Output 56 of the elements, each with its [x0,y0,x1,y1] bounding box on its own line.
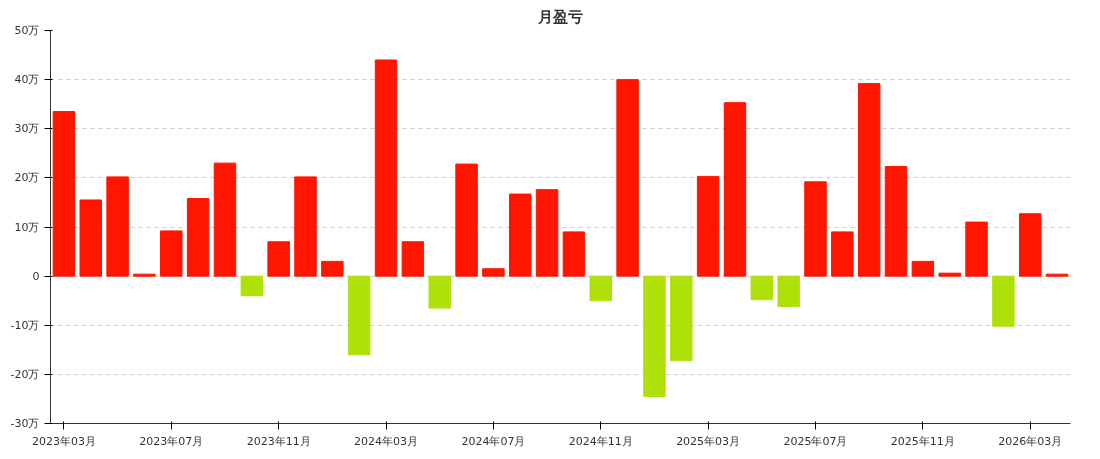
bar [509,193,532,277]
x-tick-label: 2025年11月 [890,434,955,448]
bar [240,275,264,297]
bar [911,260,935,277]
bar [723,102,747,277]
bar [428,275,451,309]
x-tick-label: 2024年07月 [461,434,526,448]
bar [535,189,559,277]
bar [160,230,183,277]
x-tick-label: 2023年03月 [31,434,96,448]
bar [804,181,827,277]
bar [777,275,800,308]
bar [1019,213,1042,277]
x-tick-label: 2025年07月 [783,434,848,448]
x-tick-label: 2024年11月 [568,434,633,448]
bar [616,79,639,277]
y-tick-label: -30万 [10,417,40,430]
bar [696,175,720,277]
x-tick-label: 2026年03月 [998,434,1063,448]
bar [52,111,76,277]
y-tick-label: -10万 [10,318,40,332]
y-tick-label: 0 [32,269,40,283]
y-tick-label: 50万 [14,24,40,37]
chart-title: 月盈亏 [537,7,583,26]
bar [347,275,371,356]
bar [938,272,961,277]
bar [562,231,586,277]
bar [992,275,1015,327]
bar [750,275,774,301]
bar [213,162,237,277]
bar [965,221,988,277]
y-tick-label: -20万 [10,367,40,381]
bar [401,241,425,277]
bar [186,198,210,277]
bar [884,166,908,277]
x-tick-label: 2025年03月 [676,434,741,448]
y-tick-label: 20万 [14,171,40,185]
bar [79,199,102,277]
bar [294,176,317,277]
x-tick-label: 2023年11月 [246,434,311,448]
y-tick-label: 10万 [14,220,40,234]
x-tick-label: 2023年07月 [139,434,204,448]
bar [267,241,290,277]
bar [106,176,129,277]
bar [455,163,478,277]
bar [643,275,666,397]
bar [831,231,854,277]
bar [374,59,398,277]
bar [670,275,693,362]
bar [857,83,881,277]
y-tick-label: 30万 [14,122,40,136]
bar [321,260,344,277]
bar [589,275,612,302]
y-tick-label: 40万 [14,73,40,87]
bar [482,268,505,277]
x-tick-label: 2024年03月 [354,434,419,448]
